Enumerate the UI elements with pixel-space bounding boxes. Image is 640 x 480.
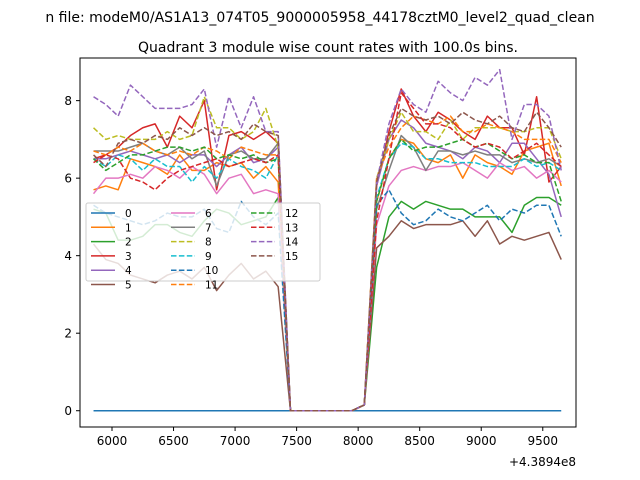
legend-label-4: 4	[125, 265, 132, 277]
y-tick-label: 0	[64, 404, 72, 418]
x-tick-label: 7000	[220, 434, 251, 448]
series-line-6	[92, 161, 562, 412]
legend-label-0: 0	[125, 208, 132, 220]
x-axis: 6000 6500 7000 7500 8000 8500 9000 9500	[97, 427, 558, 448]
y-axis: 0 2 4 6 8	[64, 94, 80, 418]
legend-label-2: 2	[125, 237, 132, 249]
legend-label-8: 8	[205, 237, 212, 249]
legend-label-5: 5	[125, 280, 132, 292]
legend-box	[85, 202, 321, 282]
y-tick-label: 6	[64, 172, 72, 186]
legend-label-7: 7	[205, 222, 212, 234]
legend-label-6: 6	[205, 208, 212, 220]
y-tick-label: 8	[64, 94, 72, 108]
x-tick-label: 9500	[527, 434, 558, 448]
x-tick-label: 6000	[97, 434, 128, 448]
chart-suptitle: n file: modeM0/AS1A13_074T05_9000005958_…	[45, 10, 594, 26]
y-tick-label: 2	[64, 327, 72, 341]
chart-title: Quadrant 3 module wise count rates with …	[138, 40, 518, 56]
x-offset-label: +4.3894e8	[509, 455, 576, 469]
legend-label-11: 11	[205, 280, 218, 292]
legend-label-15: 15	[285, 251, 298, 263]
axes-frame	[79, 57, 577, 428]
legend-label-10: 10	[205, 265, 218, 277]
legend-label-13: 13	[285, 222, 298, 234]
series-line-14	[93, 68, 562, 412]
legend-label-9: 9	[205, 251, 212, 263]
x-tick-label: 7500	[281, 434, 312, 448]
legend-label-12: 12	[285, 208, 298, 220]
x-tick-label: 9000	[466, 434, 497, 448]
x-tick-label: 8000	[343, 434, 374, 448]
x-tick-label: 6500	[158, 434, 189, 448]
legend-label-3: 3	[125, 251, 132, 263]
legend-label-1: 1	[125, 222, 132, 234]
y-tick-label: 4	[64, 249, 72, 263]
legend-label-14: 14	[285, 237, 299, 249]
x-tick-label: 8500	[404, 434, 435, 448]
